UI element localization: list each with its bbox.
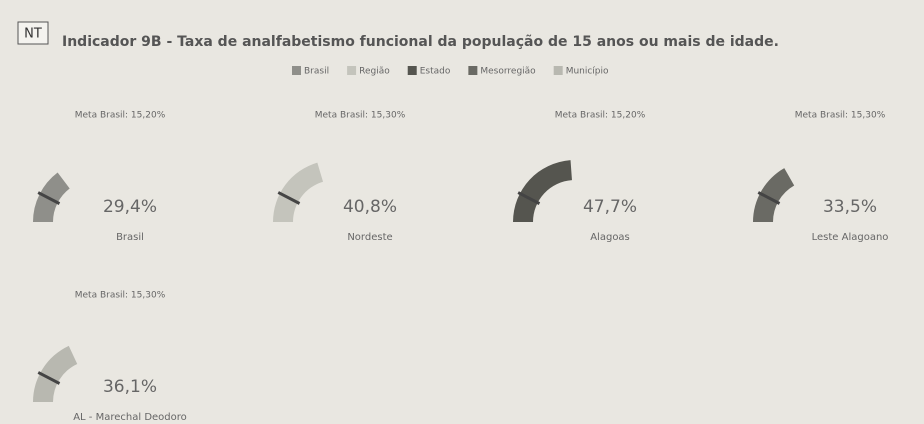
legend-swatch — [553, 66, 563, 75]
target-marker — [37, 191, 61, 205]
legend-label: Município — [566, 67, 609, 77]
gauge-arc — [753, 168, 795, 222]
gauge-name: Leste Alagoano — [812, 232, 889, 243]
legend-label: Estado — [420, 67, 451, 77]
gauge-value: 29,4% — [103, 197, 157, 217]
gauge-name: Brasil — [116, 232, 144, 243]
gauge-name: Alagoas — [590, 232, 630, 243]
gauge-arc — [273, 162, 324, 222]
gauge-subtitle: Meta Brasil: 15,30% — [795, 111, 886, 121]
legend-swatch — [407, 66, 417, 75]
title: Indicador 9B - Taxa de analfabetismo fun… — [62, 34, 779, 50]
gauge-name: Nordeste — [347, 232, 392, 243]
legend-label: Brasil — [304, 67, 329, 77]
badge: NT — [24, 27, 42, 42]
legend-label: Mesorregião — [480, 67, 536, 77]
legend-swatch — [292, 66, 301, 75]
gauge-value: 33,5% — [823, 197, 877, 217]
gauge-value: 40,8% — [343, 197, 397, 217]
legend-swatch — [347, 66, 357, 75]
target-marker — [277, 191, 301, 205]
target-marker — [37, 371, 61, 385]
gauge-name: AL - Marechal Deodoro — [73, 412, 187, 423]
legend-swatch — [468, 66, 478, 75]
target-marker — [757, 191, 781, 205]
gauge-value: 47,7% — [583, 197, 637, 217]
gauge-subtitle: Meta Brasil: 15,20% — [75, 111, 166, 121]
gauge-subtitle: Meta Brasil: 15,20% — [555, 111, 646, 121]
gauge-arc — [33, 345, 78, 402]
target-marker — [517, 191, 541, 205]
gauge-value: 36,1% — [103, 377, 157, 397]
gauge-subtitle: Meta Brasil: 15,30% — [315, 111, 406, 121]
badge-box — [17, 21, 49, 45]
legend-label: Região — [359, 67, 390, 77]
gauge-subtitle: Meta Brasil: 15,30% — [75, 291, 166, 301]
gauge-arc — [33, 172, 70, 222]
gauge-arc — [513, 160, 572, 222]
